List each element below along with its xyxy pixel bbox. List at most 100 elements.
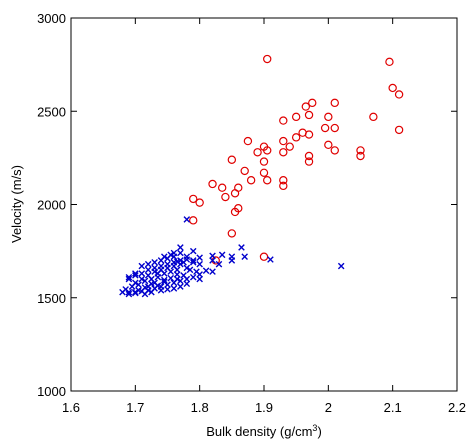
y-tick-label: 3000: [37, 11, 66, 26]
circle-point: [227, 155, 237, 164]
x-point: [170, 285, 178, 292]
x-point: [186, 266, 194, 274]
x-point: [183, 280, 191, 288]
x-point: [177, 283, 184, 290]
x-point: [337, 262, 345, 270]
x-point: [177, 277, 184, 285]
x-tick-label: 1.7: [126, 400, 144, 415]
circle-point: [394, 90, 404, 99]
x-point: [119, 288, 126, 296]
x-point: [144, 266, 152, 274]
circle-point: [324, 112, 333, 122]
x-tick-label: 2.1: [384, 400, 402, 415]
circle-point: [324, 140, 333, 150]
x-point: [209, 268, 216, 275]
x-point: [148, 288, 155, 296]
x-point: [125, 273, 133, 281]
circle-point: [304, 157, 314, 166]
x-point: [218, 251, 226, 259]
circle-point: [227, 229, 237, 238]
x-point: [167, 268, 175, 275]
x-point: [125, 290, 133, 298]
x-tick-label: 1.8: [191, 400, 209, 415]
x-point: [132, 270, 139, 277]
x-point: [151, 264, 158, 272]
x-point: [128, 283, 136, 290]
circle-point: [221, 192, 230, 202]
x-point: [138, 270, 146, 277]
circle-point: [279, 116, 288, 125]
x-point: [132, 289, 139, 297]
x-point: [160, 253, 168, 261]
circle-point: [356, 146, 365, 155]
x-point: [238, 244, 245, 251]
x-axis-title-text: Bulk density (g/cm: [206, 424, 312, 439]
circle-point: [304, 130, 314, 139]
x-point: [267, 256, 274, 263]
circle-point: [308, 98, 317, 108]
x-point: [141, 290, 149, 298]
x-point: [209, 257, 216, 264]
x-point: [125, 288, 133, 296]
x-point: [151, 279, 158, 287]
x-point: [138, 275, 146, 283]
x-point: [196, 254, 203, 261]
x-point: [189, 259, 197, 266]
y-tick-label: 1500: [37, 291, 66, 306]
x-point: [196, 260, 203, 268]
x-tick-label: 2.2: [448, 400, 466, 415]
x-point: [144, 260, 152, 268]
axis-ticks: [70, 17, 458, 392]
x-point: [215, 260, 223, 268]
circle-point: [263, 176, 272, 185]
circle-point: [259, 168, 269, 177]
circle-point: [230, 189, 240, 198]
x-point: [138, 262, 146, 270]
x-point: [189, 273, 197, 281]
circle-point: [195, 198, 204, 207]
circle-point: [243, 136, 253, 146]
x-point: [141, 277, 149, 285]
x-point: [125, 275, 133, 283]
circle-point: [291, 133, 301, 142]
plot-frame: [70, 17, 458, 392]
circle-point: [263, 146, 272, 155]
x-point: [151, 259, 158, 266]
x-point: [189, 257, 197, 264]
x-point: [164, 286, 171, 293]
data-points: [119, 54, 404, 298]
x-point: [180, 272, 187, 279]
x-point: [183, 264, 191, 272]
circle-point: [385, 57, 394, 67]
circle-point: [263, 54, 272, 64]
circle-point: [394, 125, 404, 135]
x-point: [189, 247, 197, 255]
x-tick-label: 2: [325, 400, 332, 415]
x-point: [228, 257, 236, 264]
x-point: [160, 276, 168, 284]
x-point: [177, 244, 184, 251]
circle-point: [253, 148, 262, 157]
circle-point: [217, 183, 227, 192]
circle-point: [259, 252, 269, 261]
circle-point: [246, 176, 256, 185]
x-point: [160, 270, 168, 277]
x-point: [154, 270, 162, 277]
circle-point: [189, 216, 198, 225]
x-point: [183, 253, 191, 261]
circle-point: [285, 142, 294, 151]
y-axis-title: Velocity (m/s): [9, 165, 24, 243]
circle-point: [330, 98, 339, 108]
x-point: [157, 262, 165, 270]
x-axis-title-superscript: 3: [312, 423, 317, 433]
x-point: [167, 274, 175, 282]
x-tick-label: 1.9: [255, 400, 273, 415]
x-axis-title: Bulk density (g/cm3): [206, 423, 322, 439]
circle-point: [291, 112, 301, 122]
circle-point: [230, 207, 240, 217]
circle-point: [279, 176, 288, 185]
x-point: [196, 275, 203, 283]
x-point: [173, 258, 181, 265]
circle-point: [279, 136, 288, 146]
